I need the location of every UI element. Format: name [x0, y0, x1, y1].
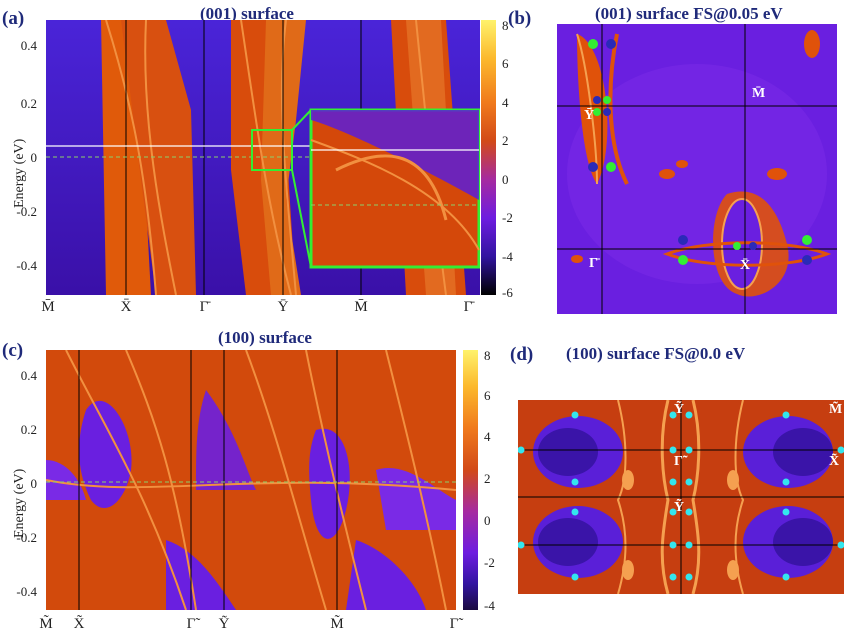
panel-a-ytick: -0.2	[16, 204, 37, 219]
colorbar-a-tick: 2	[502, 133, 509, 148]
panel-c-ytick: -0.4	[16, 584, 37, 599]
colorbar-c-tick: 2	[484, 471, 491, 486]
panel-b-label: (b)	[508, 8, 532, 29]
colorbar-a-tick: -2	[502, 210, 513, 225]
kpoint-gamma: Γ̄	[589, 256, 598, 271]
panel-a-colorbar	[481, 20, 496, 295]
panel-a-xtick: M̄	[354, 299, 368, 315]
kpoint-x-tilde: X̃	[829, 454, 840, 469]
colorbar-c-tick: 8	[484, 348, 491, 363]
panel-c-label: (c)	[2, 340, 24, 361]
kpoint-y-mid: Ỹ	[674, 500, 685, 515]
kpoint-y-top: Ỹ	[674, 402, 685, 417]
colorbar-c-tick: -2	[484, 555, 495, 570]
panel-c-xtick: M̃	[39, 616, 53, 632]
panel-c-ytick: 0	[30, 476, 38, 491]
panel-c-xtick: Ỹ	[218, 616, 230, 632]
panel-a-ytick: 0	[30, 150, 38, 165]
panel-c-colorbar	[463, 350, 478, 610]
panel-a-xtick: Γ̄	[463, 299, 473, 315]
colorbar-c-tick: 0	[484, 513, 491, 528]
panel-c-xtick: M̃	[330, 616, 344, 632]
kpoint-m-tilde: M̃	[829, 402, 843, 417]
panel-a-xtick: X̄	[120, 299, 132, 315]
kpoint-m: M̄	[752, 86, 766, 101]
panel-c-ytick: 0.2	[20, 422, 37, 437]
colorbar-a-tick: 8	[502, 18, 509, 33]
colorbar-a-tick: -6	[502, 285, 513, 300]
panel-c-title: (100) surface	[218, 328, 312, 347]
colorbar-a-tick: 6	[502, 56, 509, 71]
panel-a-xtick: Γ̄	[199, 299, 209, 315]
panel-d-plot	[518, 400, 844, 594]
panel-c-xtick: Γ̃	[186, 616, 196, 632]
panel-d-title: (100) surface FS@0.0 eV	[566, 344, 746, 363]
panel-a-label: (a)	[2, 8, 25, 29]
kpoint-x: X̄	[740, 258, 751, 273]
colorbar-a-tick: 4	[502, 95, 509, 110]
panel-a-xtick: Ȳ	[277, 299, 289, 315]
panel-c-xtick: X̃	[73, 616, 85, 632]
panel-c-plot	[46, 350, 456, 610]
kpoint-y: Ȳ	[584, 108, 595, 123]
panel-c-ytick: -0.2	[16, 530, 37, 545]
kpoint-gamma-tilde: Γ̃	[674, 454, 683, 469]
panel-a-xtick: M̄	[41, 299, 55, 315]
panel-b-title: (001) surface FS@0.05 eV	[595, 4, 783, 23]
colorbar-c-tick: 6	[484, 388, 491, 403]
panel-a-ytick: -0.4	[16, 258, 37, 273]
colorbar-c-tick: -4	[484, 598, 495, 613]
panel-b-plot	[557, 24, 837, 314]
panel-a-ytick: 0.4	[20, 38, 37, 53]
panel-c-xtick: Γ̃	[449, 616, 459, 632]
colorbar-a-tick: 0	[502, 172, 509, 187]
panel-a-plot	[46, 20, 480, 295]
panel-a-ytick: 0.2	[20, 96, 37, 111]
colorbar-c-tick: 4	[484, 429, 491, 444]
colorbar-a-tick: -4	[502, 249, 513, 264]
panel-c-ytick: 0.4	[20, 368, 37, 383]
panel-d-label: (d)	[510, 344, 534, 365]
panel-a-title: (001) surface	[200, 4, 294, 23]
